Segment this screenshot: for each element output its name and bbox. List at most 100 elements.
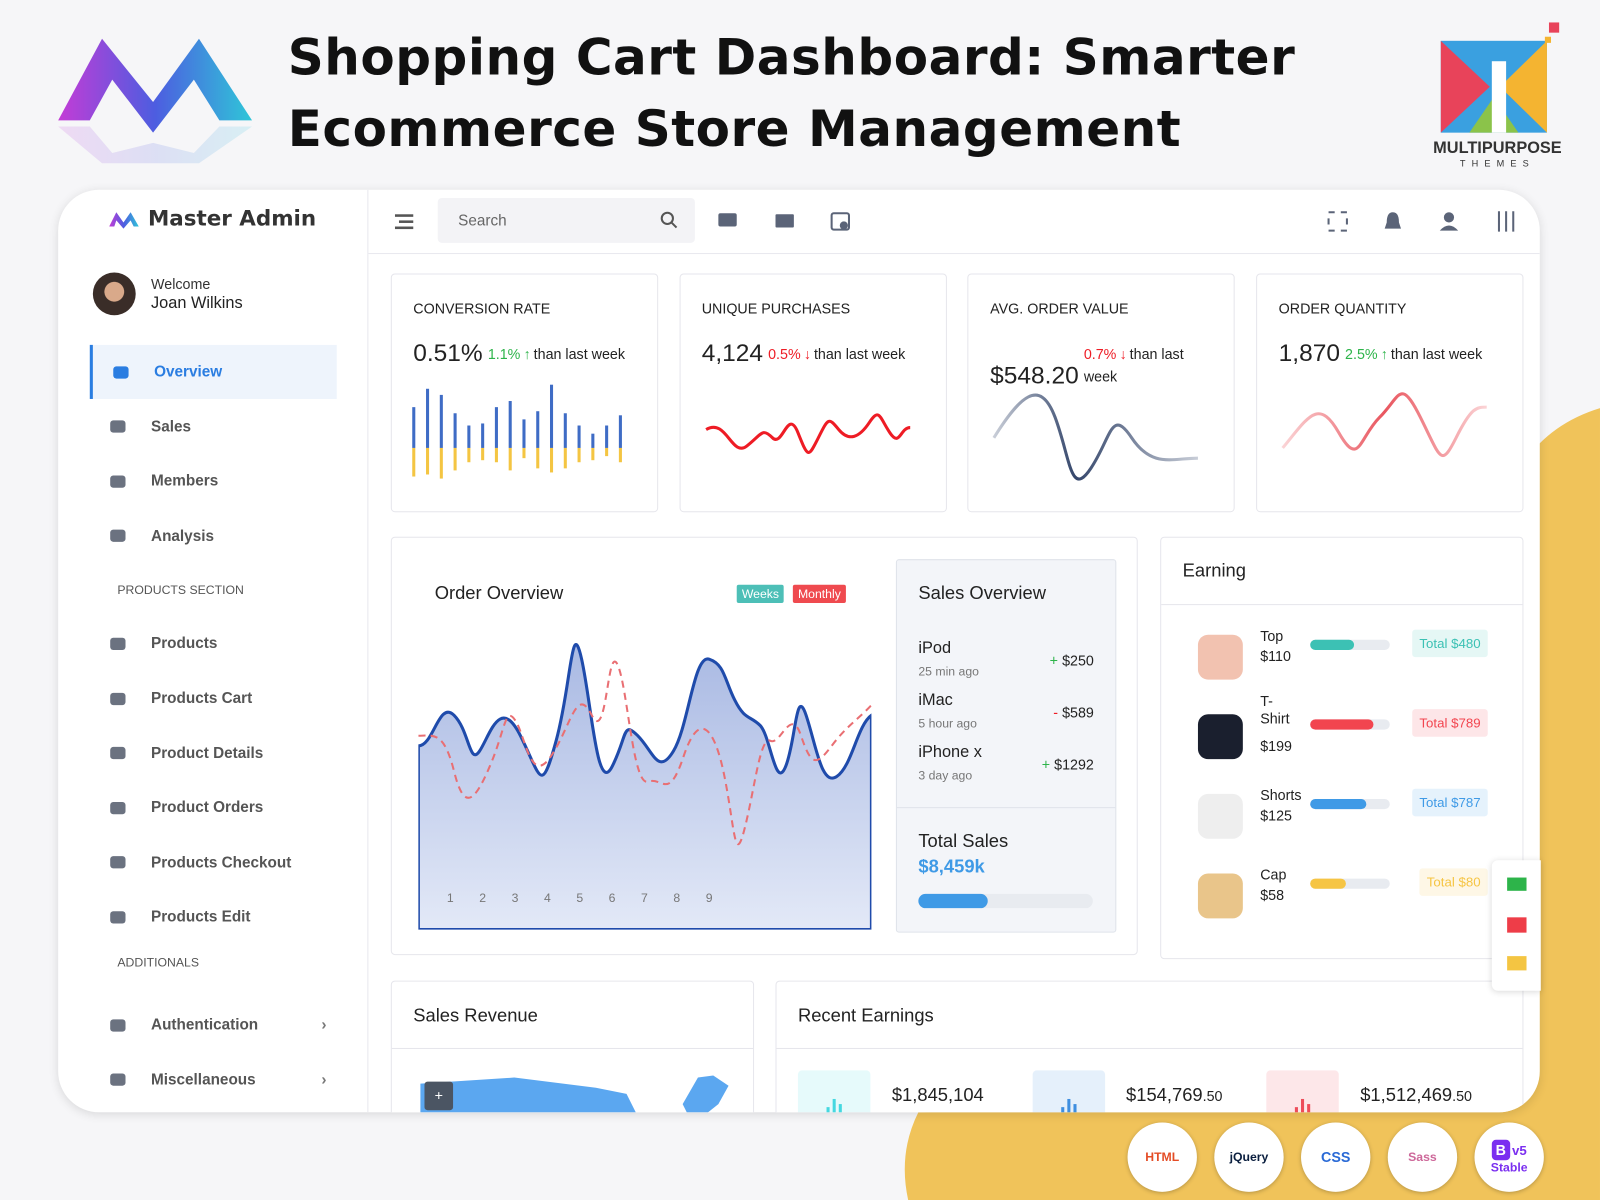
nav-item[interactable]: Members <box>90 454 337 508</box>
card-title: Recent Earnings <box>797 1005 934 1026</box>
badge-label: B <box>1491 1139 1511 1161</box>
nav-label: Members <box>151 472 219 490</box>
nav-icon <box>110 747 126 760</box>
nav-item[interactable]: Products <box>90 617 337 671</box>
badge-row: jQuery <box>1230 1150 1269 1164</box>
area-chart <box>418 642 872 930</box>
content: CONVERSION RATE 0.51% 1.1% ↑ than last week U… <box>58 190 1540 1113</box>
menu-toggle[interactable] <box>394 212 415 230</box>
item-price: $199 <box>1260 737 1292 755</box>
nav-label: Products Cart <box>151 689 253 708</box>
total-label: Total Sales <box>918 830 1009 852</box>
nav-item[interactable]: Authentication › <box>90 998 337 1052</box>
nav-item[interactable]: Analysis <box>90 509 337 563</box>
stat-change-wrap: 0.7% ↓ than last week <box>1084 343 1206 388</box>
item-price: $110 <box>1260 647 1291 665</box>
tab[interactable]: Monthly <box>792 584 846 604</box>
recent-earnings-card: Recent Earnings $1,845,104 $154,769.50 $1,5… <box>775 980 1524 1113</box>
top-icons[interactable] <box>717 210 860 232</box>
stat-card: AVG. ORDER VALUE $548.20 0.7% ↓ than last we… <box>967 273 1236 513</box>
bar-icon <box>1294 1098 1311 1113</box>
progress-fill <box>1310 878 1347 889</box>
item-price: $58 <box>1260 886 1285 904</box>
stat-title: AVG. ORDER VALUE <box>990 299 1129 317</box>
floating-widget[interactable] <box>1491 860 1541 991</box>
stat-card: UNIQUE PURCHASES 4,124 0.5% ↓ than last week <box>679 273 947 513</box>
trend-arrow: ↑ <box>1380 345 1388 363</box>
stat-change: 2.5% <box>1345 345 1378 363</box>
item-name: Cap <box>1260 866 1287 883</box>
item-name: iPod <box>918 639 952 658</box>
badge-row: CSS <box>1321 1149 1350 1165</box>
tab[interactable]: Weeks <box>736 584 785 604</box>
earning-card: Earning Top $110 Total $480 T-Shirt $199 Total… <box>1160 536 1524 960</box>
nav-item[interactable]: Product Orders <box>90 781 337 835</box>
stat-row: 0.51% 1.1% ↑ than last week <box>413 340 637 369</box>
stat-title: CONVERSION RATE <box>413 299 551 317</box>
nav-label: Authentication <box>151 1016 259 1034</box>
amount: $154,769 <box>1126 1084 1203 1106</box>
nav-item[interactable]: Products Checkout <box>90 836 337 890</box>
x-label: 3 <box>511 890 519 906</box>
divider <box>1161 604 1523 606</box>
nav-item[interactable]: Products Cart <box>90 671 337 725</box>
sidebar: Master Admin Welcome Joan Wilkins Overvi… <box>58 189 369 1113</box>
sparkline <box>1281 392 1487 458</box>
badge: Sass <box>1387 1122 1458 1192</box>
progress-fill <box>1310 798 1366 810</box>
search-placeholder: Search <box>458 212 507 230</box>
nav-icon <box>110 801 126 814</box>
nav-label: Analysis <box>151 527 214 545</box>
x-label: 6 <box>608 890 616 906</box>
nav-item[interactable]: Overview <box>89 344 337 399</box>
icon-box <box>1032 1070 1105 1113</box>
stat-note: than last week <box>1083 345 1184 385</box>
nav-label: Product Details <box>151 744 264 762</box>
item-time: 3 day ago <box>918 768 973 783</box>
icon-box <box>797 1070 871 1113</box>
logo-right <box>1440 22 1560 133</box>
stat-change: 0.7% <box>1083 345 1117 363</box>
bar-icon <box>826 1098 842 1113</box>
section-heading: ADDITIONALS <box>117 955 199 970</box>
total-badge: Total $787 <box>1412 788 1488 817</box>
card-title: Sales Revenue <box>413 1005 538 1026</box>
stat-title: ORDER QUANTITY <box>1278 299 1407 317</box>
divider <box>896 807 1116 809</box>
x-label: 2 <box>479 890 487 906</box>
earning-amount: $1,512,469.50 <box>1360 1085 1472 1106</box>
trend-arrow: ↑ <box>523 345 531 363</box>
nav-item[interactable]: Products Edit <box>90 890 337 944</box>
amount: $589 <box>1062 704 1094 721</box>
nav-icon <box>110 475 126 488</box>
stat-row: $548.20 0.7% ↓ than last week <box>990 340 1214 391</box>
chevron: › <box>321 1016 327 1034</box>
nav-label: Product Orders <box>151 799 264 817</box>
badge-extra: v5 <box>1512 1142 1527 1158</box>
top-right-icons[interactable] <box>1325 208 1529 235</box>
sales-revenue-card: Sales Revenue + <box>390 980 755 1113</box>
item-amount: + $250 <box>1050 652 1094 668</box>
cents: .50 <box>1202 1087 1223 1105</box>
nav-item[interactable]: Product Details <box>90 726 337 780</box>
topbar: Search <box>368 190 1540 255</box>
page-title-line: Shopping Cart Dashboard: Smarter <box>287 28 1296 87</box>
cents: .50 <box>1452 1087 1472 1105</box>
search-box[interactable]: Search <box>437 197 695 243</box>
brand-sub: THEMES <box>1459 158 1535 169</box>
stat-change-wrap: 1.1% ↑ than last week <box>488 343 625 365</box>
badge-label: Sass <box>1408 1149 1437 1165</box>
search-icon[interactable] <box>660 211 678 229</box>
section-heading: PRODUCTS SECTION <box>117 582 244 597</box>
nav-item[interactable]: Sales <box>90 400 337 454</box>
nav-item[interactable]: Miscellaneous › <box>90 1053 337 1107</box>
progress <box>918 893 1093 909</box>
x-label: 1 <box>446 890 454 906</box>
amount-sign: + <box>1049 652 1058 669</box>
amount: $1,845,104 <box>891 1084 984 1106</box>
